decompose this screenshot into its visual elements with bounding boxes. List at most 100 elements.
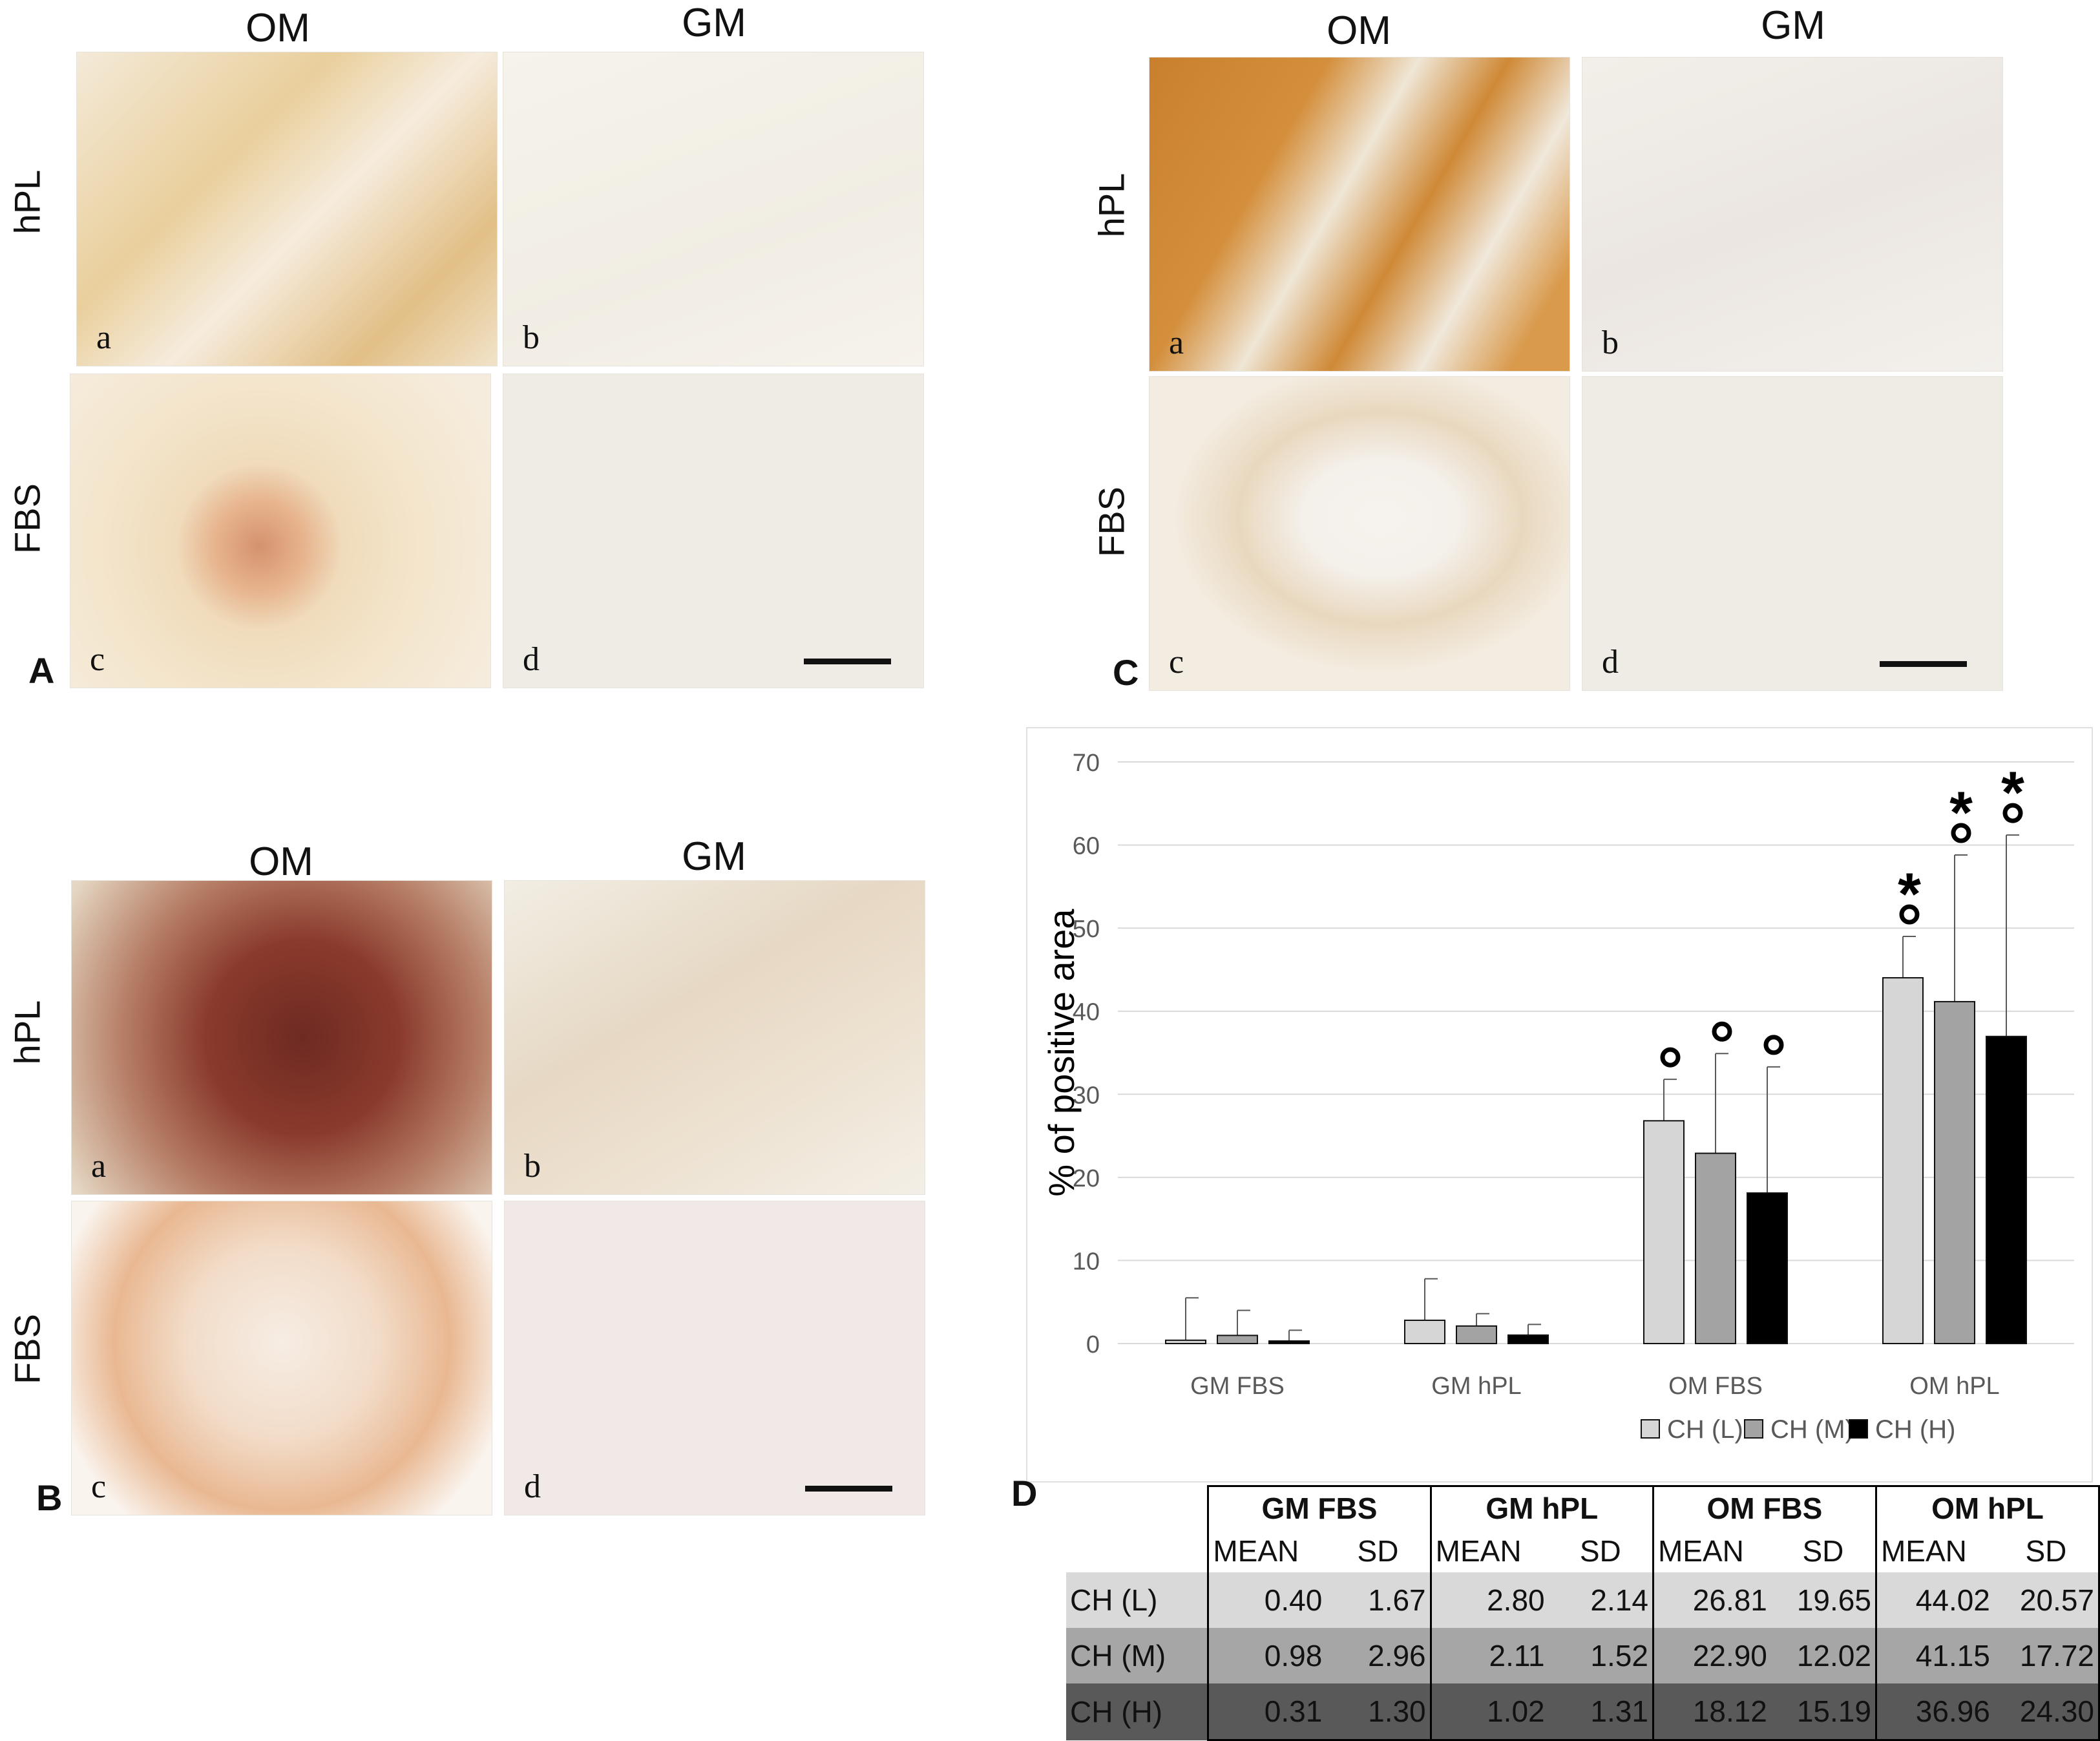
table-group-header-row: GM FBS GM hPL OM FBS OM hPL	[1066, 1485, 2100, 1530]
significance-star: *	[1898, 861, 1921, 927]
x-tick-label: OM hPL	[1909, 1373, 1999, 1400]
summary-table: GM FBS GM hPL OM FBS OM hPL MEAN SD MEAN SD MEAN…	[1066, 1485, 2100, 1741]
table-cell: 17.72	[1993, 1628, 2100, 1683]
table-cell: 44.02	[1874, 1572, 1994, 1628]
panel-b-row-hpl: hPL	[6, 1000, 48, 1065]
table-row: CH (L) 0.40 1.67 2.80 2.14 26.81 19.65 44.02 20.…	[1066, 1572, 2100, 1628]
bar-ch--l-	[1643, 1120, 1685, 1344]
table-cell: 2.80	[1429, 1572, 1549, 1628]
panel-a-sublabel-d: d	[523, 641, 540, 678]
legend-label: CH (H)	[1875, 1415, 1955, 1444]
panel-a-sublabel-b: b	[523, 319, 540, 356]
table-cell: 22.90	[1652, 1628, 1771, 1683]
bar-ch--l-	[1404, 1320, 1445, 1344]
panel-c-col-gm: GM	[1761, 3, 1825, 48]
panel-c-image-a: a	[1149, 57, 1570, 372]
x-tick-label: GM hPL	[1431, 1373, 1521, 1400]
bar-ch--h-	[1268, 1340, 1310, 1344]
significance-circle	[1660, 1047, 1681, 1068]
bar-ch--h-	[1747, 1192, 1788, 1344]
table-group-header: OM hPL	[1874, 1485, 2100, 1530]
table-subheader: SD	[1993, 1530, 2100, 1572]
significance-circle	[1951, 823, 1971, 843]
table-cell: 18.12	[1652, 1683, 1771, 1741]
panel-b-scale-bar	[805, 1486, 892, 1492]
panel-d-chart: 0 10 20 30 40 50 60 70 % of positive area GM FBS G…	[1026, 727, 2093, 1482]
table-cell: 41.15	[1874, 1628, 1994, 1683]
panel-a-scale-bar	[804, 659, 891, 664]
table-subheader-row: MEAN SD MEAN SD MEAN SD MEAN SD	[1066, 1530, 2100, 1572]
table-subheader: MEAN	[1652, 1530, 1771, 1572]
panel-b-sublabel-b: b	[524, 1148, 541, 1185]
panel-a-image-b: b	[503, 52, 924, 366]
table-subheader: MEAN	[1874, 1530, 1994, 1572]
panel-c-image-c: c	[1149, 376, 1570, 691]
panel-b-col-om: OM	[249, 839, 313, 884]
table-corner-cell	[1066, 1486, 1208, 1530]
legend-label: CH (M)	[1770, 1415, 1854, 1444]
significance-circle	[1899, 904, 1920, 925]
panel-c-row-hpl: hPL	[1091, 173, 1132, 238]
table-cell: 26.81	[1652, 1572, 1771, 1628]
table-cell: 1.30	[1326, 1683, 1431, 1741]
bar-ch--h-	[1507, 1334, 1549, 1345]
legend-swatch	[1849, 1419, 1868, 1439]
x-tick-label: OM FBS	[1668, 1373, 1763, 1400]
panel-a-image-a: a	[76, 52, 498, 366]
panel-c-scale-bar	[1880, 661, 1967, 667]
panel-d-letter: D	[1011, 1473, 1038, 1514]
y-tick-label: 50	[1073, 916, 1100, 943]
panel-b-sublabel-c: c	[91, 1468, 107, 1505]
bar-chart-svg: 0 10 20 30 40 50 60 70 % of positive area GM FBS G…	[1041, 750, 2074, 1444]
panel-a-row-fbs: FBS	[6, 483, 48, 554]
table-cell: 1.02	[1429, 1683, 1549, 1741]
panel-a-sublabel-c: c	[90, 641, 105, 678]
table-cell: 1.67	[1326, 1572, 1431, 1628]
bar-ch--h-	[1986, 1035, 2027, 1344]
significance-star: *	[2001, 760, 2024, 826]
bar-ch--l-	[1165, 1339, 1206, 1344]
bar-ch--m-	[1456, 1325, 1497, 1344]
table-cell: 24.30	[1993, 1683, 2100, 1741]
table-subheader: MEAN	[1207, 1530, 1327, 1572]
bar-ch--m-	[1695, 1152, 1736, 1344]
table-row-label: CH (L)	[1066, 1572, 1208, 1628]
panel-b-image-b: b	[504, 880, 925, 1195]
y-tick-label: 40	[1073, 999, 1100, 1026]
table-cell: 2.11	[1429, 1628, 1549, 1683]
table-subheader: SD	[1357, 1534, 1399, 1568]
table-cell: 19.65	[1770, 1572, 1876, 1628]
table-cell: 0.31	[1207, 1683, 1327, 1741]
significance-circle	[1763, 1035, 1784, 1055]
panel-b-sublabel-d: d	[524, 1468, 541, 1505]
table-cell: 1.52	[1548, 1628, 1654, 1683]
panel-c-col-om: OM	[1327, 8, 1391, 53]
x-tick-label: GM FBS	[1190, 1373, 1285, 1400]
panel-c-sublabel-a: a	[1169, 324, 1184, 361]
legend-label: CH (L)	[1667, 1415, 1743, 1444]
table-cell: 12.02	[1770, 1628, 1876, 1683]
y-tick-label: 70	[1073, 750, 1100, 777]
panel-c-sublabel-d: d	[1602, 644, 1619, 681]
table-cell: 2.14	[1548, 1572, 1654, 1628]
significance-circle	[1712, 1021, 1732, 1042]
panel-c-sublabel-c: c	[1169, 644, 1184, 681]
legend-swatch	[1641, 1419, 1660, 1439]
panel-c-image-b: b	[1582, 57, 2003, 372]
table-group-header: GM FBS	[1207, 1485, 1431, 1530]
significance-circle	[2002, 803, 2023, 823]
y-tick-label: 0	[1086, 1331, 1100, 1358]
table-group-header: OM FBS	[1652, 1485, 1876, 1530]
panel-a-image-d: d	[503, 374, 924, 688]
panel-a-letter: A	[28, 650, 55, 691]
table-cell: 15.19	[1770, 1683, 1876, 1741]
panel-b-image-a: a	[71, 880, 492, 1195]
panel-c-row-fbs: FBS	[1091, 487, 1132, 557]
table-row: CH (H) 0.31 1.30 1.02 1.31 18.12 15.19 36.96 24.…	[1066, 1683, 2100, 1741]
bar-ch--l-	[1882, 977, 1924, 1344]
table-row: CH (M) 0.98 2.96 2.11 1.52 22.90 12.02 41.15 17.…	[1066, 1628, 2100, 1683]
panel-b-image-c: c	[71, 1201, 492, 1515]
table-cell: 20.57	[1993, 1572, 2100, 1628]
panel-b-image-d: d	[504, 1201, 925, 1515]
panel-c-letter: C	[1113, 652, 1139, 693]
